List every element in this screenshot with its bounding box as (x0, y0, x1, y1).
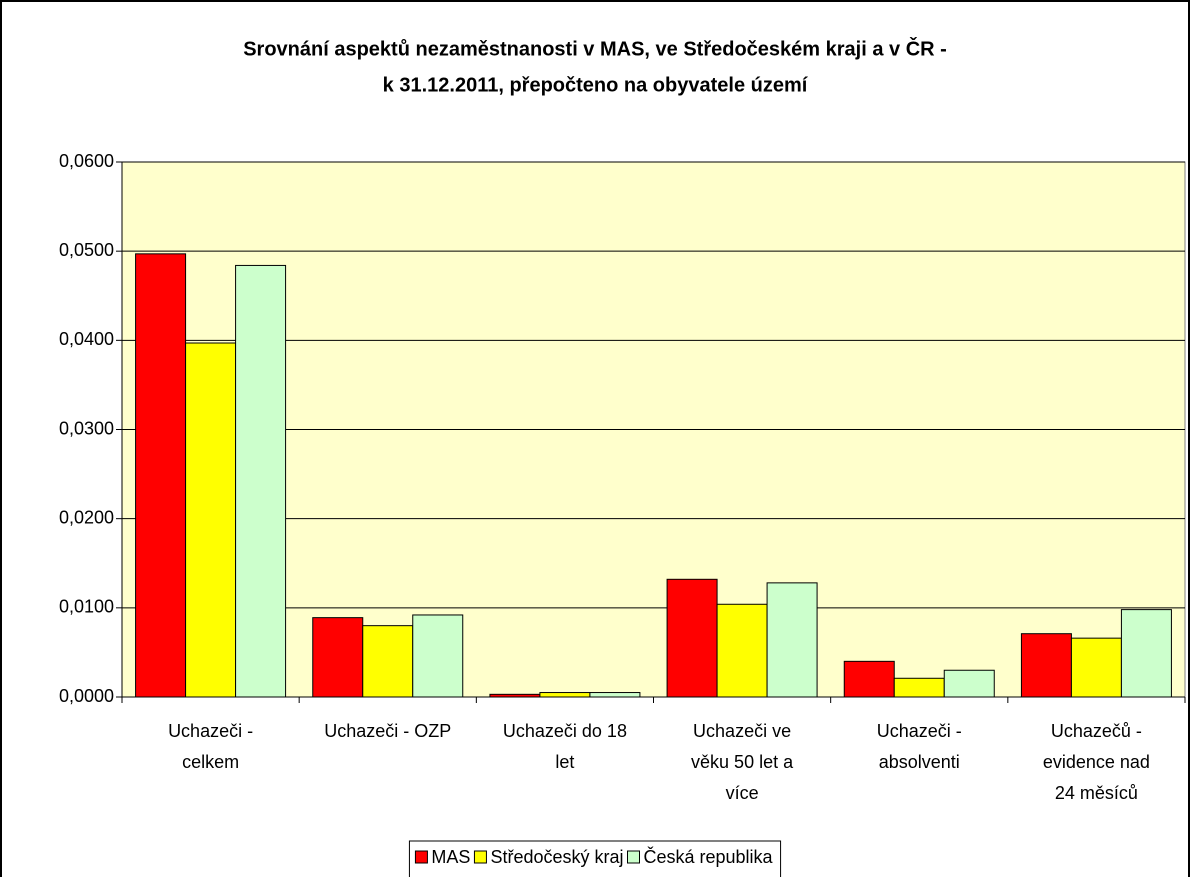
legend-box (408, 840, 782, 877)
x-tick-label: Uchazeči -absolventi (877, 721, 962, 772)
x-tick-label: Uchazeči - OZP (324, 721, 451, 741)
y-tick-label: 0,0500 (59, 240, 114, 260)
chart-subtitle: k 31.12.2011, přepočteno na obyvatele úz… (383, 74, 809, 96)
bar (1120, 609, 1172, 698)
chart-title: Srovnání aspektů nezaměstnanosti v MAS, … (243, 36, 947, 60)
y-tick-label: 0,0200 (59, 507, 114, 527)
bar (362, 625, 414, 698)
bar (185, 342, 237, 698)
bar (666, 578, 718, 698)
bar (716, 603, 768, 698)
legend-swatch (414, 850, 428, 864)
x-tick-label: Uchazeči -celkem (168, 721, 253, 772)
bar (539, 692, 591, 698)
x-tick-label: Uchazeči do 18 let (503, 721, 627, 772)
y-tick-label: 0,0100 (59, 597, 114, 617)
y-tick-label: 0,0000 (59, 686, 114, 706)
bar (135, 253, 187, 698)
x-tick-label: Uchazečů -evidence nad 24 měsíců (1043, 721, 1150, 803)
legend: MAS Středočeský kraj Česká republika (408, 840, 782, 877)
y-tick-label: 0,0300 (59, 418, 114, 438)
bar (766, 582, 818, 698)
y-tick-label: 0,0600 (59, 151, 114, 171)
x-tick-label: Uchazeči ve věku 50 let a více (691, 721, 794, 803)
bar (943, 669, 995, 698)
legend-label: Česká republika (644, 846, 774, 867)
bar (489, 693, 541, 698)
bar (843, 660, 895, 698)
bar (412, 614, 464, 698)
legend-swatch (473, 850, 487, 864)
bar (235, 264, 287, 698)
legend-swatch (627, 850, 640, 864)
legend-label: MAS (431, 847, 470, 867)
y-tick-label: 0,0400 (59, 329, 114, 349)
bar (1070, 637, 1122, 698)
bar (312, 617, 364, 698)
bar (893, 677, 945, 698)
bar (1020, 633, 1072, 698)
bar (589, 692, 641, 698)
legend-label: Středočeský kraj (490, 847, 623, 867)
